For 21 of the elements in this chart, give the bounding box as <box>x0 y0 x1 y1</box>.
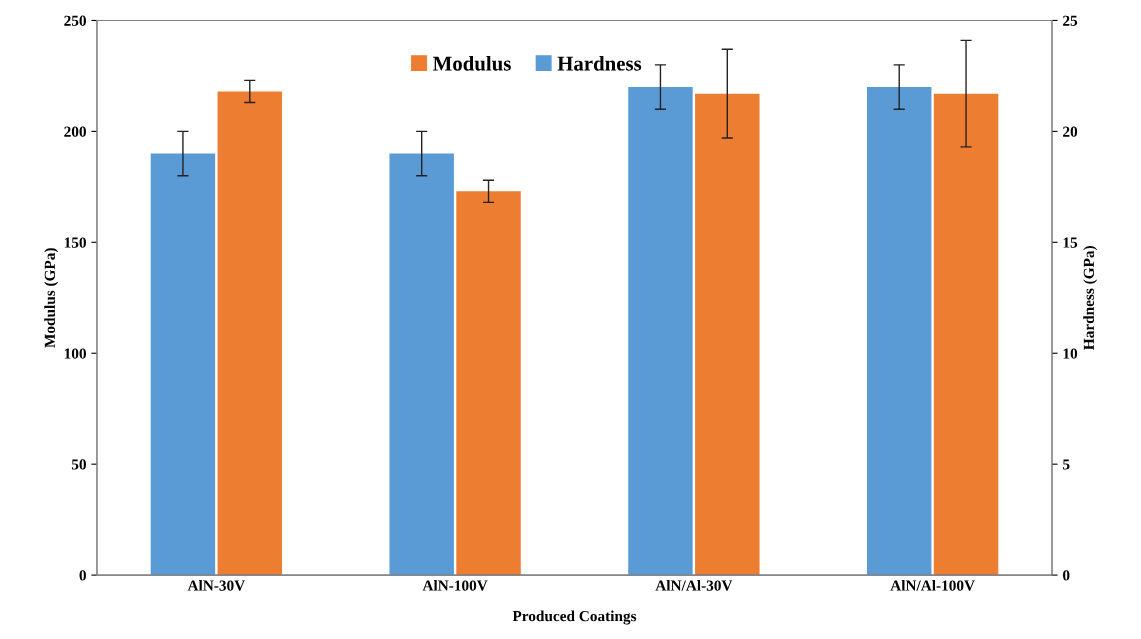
x-tick-label: AlN-30V <box>187 579 246 591</box>
x-tick-label: AlN-100V <box>422 579 488 591</box>
y-tick-label: 50 <box>71 459 86 470</box>
y2-axis-title: Hardness (GPa) <box>1083 246 1098 350</box>
y-tick-label: 150 <box>64 237 86 248</box>
x-tick-label: AlN/Al-30V <box>655 579 733 591</box>
y2-tick-label: 25 <box>1063 15 1078 26</box>
y-axis-title: Modulus (GPa) <box>44 248 59 348</box>
y2-tick-label: 20 <box>1063 126 1078 137</box>
y2-tick-label: 5 <box>1063 459 1070 470</box>
legend-label: Modulus <box>432 55 511 71</box>
y2-tick-label: 0 <box>1063 570 1070 581</box>
y-tick-label: 0 <box>79 570 86 581</box>
x-axis-title: Produced Coatings <box>512 610 637 625</box>
y-tick-label: 250 <box>64 15 86 26</box>
legend-label: Hardness <box>557 55 642 71</box>
y2-tick-label: 15 <box>1063 237 1078 248</box>
y-tick-label: 200 <box>64 126 86 137</box>
y2-tick-label: 10 <box>1063 348 1078 359</box>
y-tick-label: 100 <box>64 348 86 359</box>
x-tick-label: AlN/Al-100V <box>890 579 975 591</box>
